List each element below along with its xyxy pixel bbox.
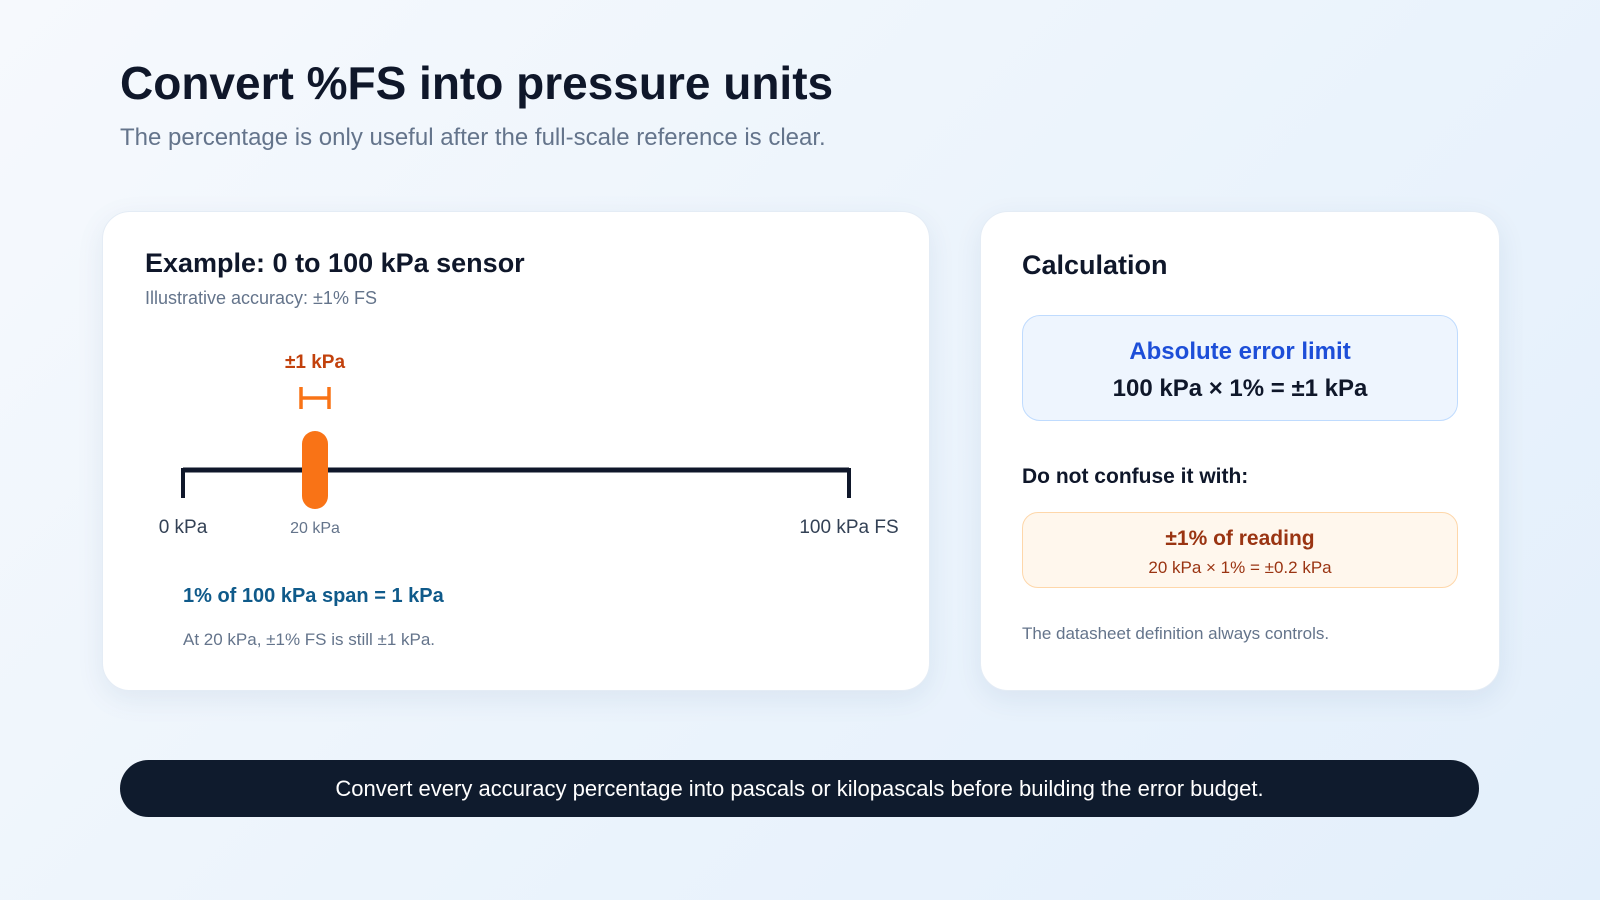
title: Convert %FS into pressure units bbox=[120, 57, 834, 109]
example-card: Example: 0 to 100 kPa sensor Illustrativ… bbox=[102, 211, 930, 691]
alt-box: ±1% of reading 20 kPa × 1% = ±0.2 kPa bbox=[1022, 512, 1458, 588]
calculation-card: Calculation Absolute error limit 100 kPa… bbox=[980, 211, 1500, 691]
scale-label: 20 kPa bbox=[290, 520, 340, 537]
span-text: 1% of 100 kPa span = 1 kPa bbox=[183, 585, 444, 607]
box-title: Absolute error limit bbox=[1129, 338, 1351, 365]
subtitle: The percentage is only useful after the … bbox=[120, 124, 826, 151]
error-bracket bbox=[299, 387, 331, 409]
confuse-heading: Do not confuse it with: bbox=[1022, 465, 1249, 488]
footnote: The datasheet definition always controls… bbox=[1022, 624, 1330, 643]
footer-banner: Convert every accuracy percentage into p… bbox=[120, 760, 1479, 817]
scale bbox=[181, 387, 851, 509]
scale-label: 0 kPa bbox=[158, 517, 208, 538]
alt-title: ±1% of reading bbox=[1165, 527, 1315, 550]
result-box: Absolute error limit 100 kPa × 1% = ±1 k… bbox=[1022, 315, 1458, 421]
card-title: Example: 0 to 100 kPa sensor bbox=[145, 248, 525, 278]
alt-formula: 20 kPa × 1% = ±0.2 kPa bbox=[1148, 558, 1332, 577]
box-formula: 100 kPa × 1% = ±1 kPa bbox=[1112, 375, 1368, 402]
marker bbox=[302, 431, 328, 509]
card-title: Calculation bbox=[1022, 250, 1168, 280]
error-label: ±1 kPa bbox=[284, 352, 346, 373]
scale-label: 100 kPa FS bbox=[799, 517, 899, 538]
card-note: Illustrative accuracy: ±1% FS bbox=[145, 288, 377, 308]
span-note: At 20 kPa, ±1% FS is still ±1 kPa. bbox=[183, 630, 436, 649]
